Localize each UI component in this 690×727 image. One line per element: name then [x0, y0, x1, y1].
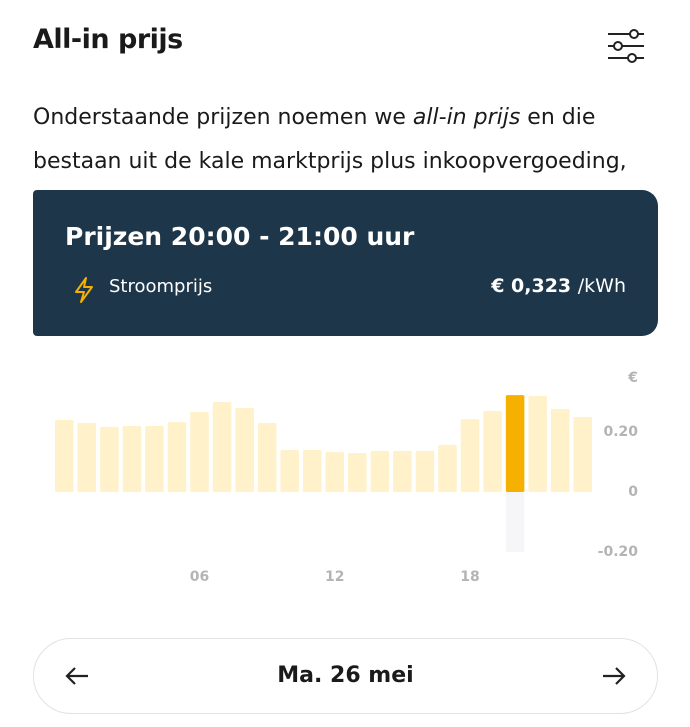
tooltip-label: Stroomprijs [109, 276, 213, 297]
next-button[interactable] [601, 665, 627, 687]
price: € 0,323 [491, 275, 572, 297]
bar [460, 419, 480, 492]
tooltip-title: Prijzen 20:00 - 21:00 uur [65, 222, 415, 251]
lightning-icon [75, 277, 93, 303]
bar [100, 426, 119, 492]
tooltip-price: € 0,323 /kWh [491, 275, 626, 297]
bar [235, 408, 254, 492]
unit: /kWh [577, 275, 626, 297]
y-tick-label: 0.20 [603, 424, 638, 440]
bar [77, 423, 97, 492]
bar [393, 450, 412, 492]
text: Onderstaande prijzen noemen we [33, 105, 413, 130]
bar [438, 444, 457, 492]
prev-button[interactable] [64, 665, 90, 687]
bar [325, 452, 345, 492]
bar [505, 395, 525, 492]
bar [145, 426, 164, 492]
x-tick-label: 18 [460, 569, 479, 585]
bar [55, 420, 74, 492]
bar [167, 422, 187, 492]
bar [550, 408, 570, 492]
date-nav: Ma. 26 mei [33, 638, 658, 714]
x-tick-label: 12 [325, 569, 344, 585]
bar [212, 402, 232, 492]
bar [483, 411, 502, 492]
page-title: All-in prijs [33, 24, 183, 55]
tooltip: Prijzen 20:00 - 21:00 uur Stroomprijs € … [33, 190, 658, 336]
bar [415, 450, 435, 492]
bar [122, 426, 142, 492]
bar [302, 450, 322, 492]
text-italic: all-in prijs [412, 105, 521, 130]
hover-column [505, 492, 525, 552]
y-unit-label: € [627, 370, 638, 386]
bar [573, 417, 592, 492]
bar [280, 450, 299, 492]
intro-text: Onderstaande prijzen noemen we all-in pr… [33, 96, 653, 184]
bar [370, 450, 390, 492]
date-label: Ma. 26 mei [277, 663, 414, 688]
filter-button[interactable] [606, 28, 646, 64]
chart: € -0.20 0 0.20 06 12 18 [55, 370, 639, 585]
y-tick-label: 0 [628, 484, 638, 500]
bar [190, 411, 209, 492]
bar [348, 453, 367, 492]
x-tick-label: 06 [190, 569, 209, 585]
text: en die bestaan uit de kale marktprijs pl… [33, 105, 627, 174]
bar [257, 423, 277, 492]
bar [528, 396, 547, 492]
y-tick-label: -0.20 [598, 544, 639, 560]
